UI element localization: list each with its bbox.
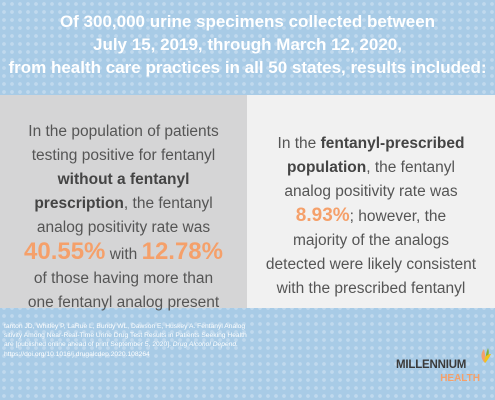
right-stat-rest: ; however, the bbox=[349, 208, 447, 225]
right-line-5: majority of the analogs bbox=[293, 232, 449, 249]
left-line-3: without a fentanyl bbox=[57, 171, 190, 188]
right-line-1: In the fentanyl-prescribed bbox=[247, 132, 495, 156]
without-prescription-text: In the population of patients testing po… bbox=[0, 120, 247, 315]
citation: tanton JD, Whitley P, LaRue L, Bundy WL,… bbox=[4, 322, 304, 359]
logo-subtitle: HEALTH bbox=[440, 373, 480, 384]
fentanyl-prescribed-term: fentanyl-prescribed bbox=[320, 135, 465, 152]
left-line-4-rest: , the fentanyl bbox=[123, 195, 213, 212]
headline-line-2: July 15, 2019, through March 12, 2020, bbox=[93, 35, 402, 54]
prescribed-positivity-rate-stat: 8.93% bbox=[295, 205, 350, 226]
citation-doi: https://doi.org/10.1016/j.drugalcdep.202… bbox=[4, 350, 150, 358]
right-line-7: with the prescribed fentanyl bbox=[276, 280, 466, 297]
leaf-icon bbox=[481, 348, 491, 363]
analog-positivity-rate-stat: 40.55% bbox=[24, 238, 106, 265]
citation-line-3-plain: are [published online ahead of print Sep… bbox=[4, 341, 173, 349]
right-line-1-plain: In the bbox=[277, 135, 321, 152]
right-line-6: detected were likely consistent bbox=[265, 256, 477, 273]
multiple-analog-share-stat: 12.78% bbox=[141, 238, 223, 265]
without-prescription-panel: In the population of patients testing po… bbox=[0, 95, 247, 311]
right-stat-line: 8.93%; however, the bbox=[247, 204, 495, 229]
right-line-3: analog positivity rate was bbox=[284, 183, 458, 200]
journal-name: Drug Alcohol Depend. bbox=[172, 341, 238, 349]
left-line-5: analog positivity rate was bbox=[36, 219, 211, 236]
citation-line-2: sitivity Among Near-Real-Time Urine Drug… bbox=[4, 332, 247, 340]
right-line-2: population, the fentanyl bbox=[247, 156, 495, 180]
left-line-1: In the population of patients bbox=[28, 123, 219, 140]
left-line-4: prescription, the fentanyl bbox=[0, 192, 247, 216]
headline-line-3: from health care practices in all 50 sta… bbox=[8, 58, 487, 77]
left-line-8: one fentanyl analog present bbox=[27, 294, 220, 311]
logo-wordmark: MILLENNIUM bbox=[396, 359, 467, 371]
millennium-health-logo: MILLENNIUM HEALTH bbox=[396, 344, 492, 394]
left-stat-line: 40.55% with 12.78% bbox=[0, 240, 247, 267]
left-line-2: testing positive for fentanyl bbox=[31, 147, 216, 164]
headline: Of 300,000 urine specimens collected bet… bbox=[0, 10, 495, 79]
right-line-2-rest: , the fentanyl bbox=[366, 159, 455, 176]
citation-line-3: are [published online ahead of print Sep… bbox=[4, 340, 304, 349]
citation-line-1: tanton JD, Whitley P, LaRue L, Bundy WL,… bbox=[4, 323, 246, 330]
headline-line-1: Of 300,000 urine specimens collected bet… bbox=[59, 12, 436, 31]
left-line-7: of those having more than bbox=[33, 270, 214, 287]
prescription-term: prescription bbox=[34, 195, 124, 212]
stat-connector: with bbox=[105, 246, 142, 263]
prescribed-panel: In the fentanyl-prescribed population, t… bbox=[247, 95, 495, 308]
prescribed-text: In the fentanyl-prescribed population, t… bbox=[247, 132, 495, 301]
population-term: population bbox=[287, 159, 367, 176]
